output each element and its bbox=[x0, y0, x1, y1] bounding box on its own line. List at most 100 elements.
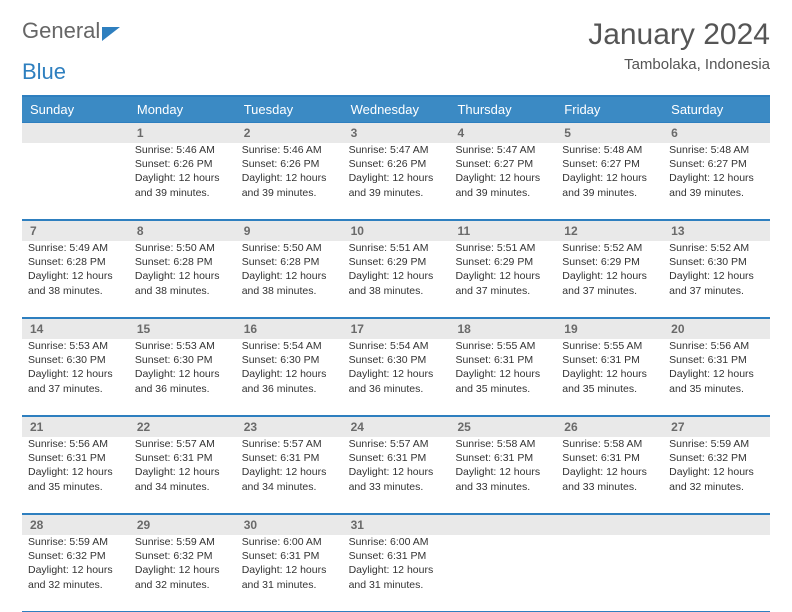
day-cell: Sunrise: 5:55 AMSunset: 6:31 PMDaylight:… bbox=[556, 339, 663, 415]
day-detail-line: Daylight: 12 hours bbox=[349, 269, 444, 283]
day-detail-line: Sunrise: 5:49 AM bbox=[28, 241, 123, 255]
day-detail-line: Daylight: 12 hours bbox=[135, 465, 230, 479]
day-detail-line: Sunset: 6:30 PM bbox=[669, 255, 764, 269]
day-detail-line: Sunset: 6:29 PM bbox=[562, 255, 657, 269]
day-detail-line: Sunset: 6:28 PM bbox=[28, 255, 123, 269]
day-detail-line: Sunset: 6:31 PM bbox=[242, 451, 337, 465]
day-cell: Sunrise: 5:58 AMSunset: 6:31 PMDaylight:… bbox=[449, 437, 556, 513]
day-number: 12 bbox=[556, 221, 663, 241]
day-detail-line: and 38 minutes. bbox=[349, 284, 444, 298]
day-detail-line: Daylight: 12 hours bbox=[455, 171, 550, 185]
day-detail-line: and 35 minutes. bbox=[562, 382, 657, 396]
day-detail-line: Sunset: 6:31 PM bbox=[455, 451, 550, 465]
logo-text-a: General bbox=[22, 18, 100, 44]
day-detail-line: Sunset: 6:27 PM bbox=[455, 157, 550, 171]
day-cell: Sunrise: 5:52 AMSunset: 6:30 PMDaylight:… bbox=[663, 241, 770, 317]
weekday-header: Tuesday bbox=[236, 97, 343, 122]
day-cell bbox=[22, 143, 129, 219]
day-detail-line: Sunrise: 5:59 AM bbox=[135, 535, 230, 549]
day-detail-line: Sunrise: 5:55 AM bbox=[562, 339, 657, 353]
day-number: 17 bbox=[343, 319, 450, 339]
day-detail-line: and 37 minutes. bbox=[28, 382, 123, 396]
day-detail-line: Sunset: 6:31 PM bbox=[28, 451, 123, 465]
day-number: 9 bbox=[236, 221, 343, 241]
day-number: 26 bbox=[556, 417, 663, 437]
day-detail-line: and 39 minutes. bbox=[349, 186, 444, 200]
day-detail-line: Sunrise: 5:53 AM bbox=[135, 339, 230, 353]
weekday-header: Saturday bbox=[663, 97, 770, 122]
day-detail-line: and 33 minutes. bbox=[562, 480, 657, 494]
day-detail-line: and 38 minutes. bbox=[28, 284, 123, 298]
day-cell: Sunrise: 5:49 AMSunset: 6:28 PMDaylight:… bbox=[22, 241, 129, 317]
day-cell: Sunrise: 5:52 AMSunset: 6:29 PMDaylight:… bbox=[556, 241, 663, 317]
day-detail-line: Daylight: 12 hours bbox=[135, 563, 230, 577]
day-number: 23 bbox=[236, 417, 343, 437]
day-detail-line: and 35 minutes. bbox=[455, 382, 550, 396]
day-detail-line: Sunrise: 5:53 AM bbox=[28, 339, 123, 353]
day-number: 24 bbox=[343, 417, 450, 437]
day-number: 31 bbox=[343, 515, 450, 535]
day-detail-line: Daylight: 12 hours bbox=[562, 269, 657, 283]
day-detail-line: and 36 minutes. bbox=[242, 382, 337, 396]
day-detail-line: Daylight: 12 hours bbox=[455, 269, 550, 283]
day-cell: Sunrise: 5:54 AMSunset: 6:30 PMDaylight:… bbox=[343, 339, 450, 415]
day-detail-line: Sunset: 6:32 PM bbox=[669, 451, 764, 465]
day-detail-line: and 37 minutes. bbox=[562, 284, 657, 298]
day-cell: Sunrise: 5:57 AMSunset: 6:31 PMDaylight:… bbox=[343, 437, 450, 513]
day-number: 14 bbox=[22, 319, 129, 339]
day-detail-line: Daylight: 12 hours bbox=[349, 465, 444, 479]
day-cell: Sunrise: 5:51 AMSunset: 6:29 PMDaylight:… bbox=[449, 241, 556, 317]
day-number: 16 bbox=[236, 319, 343, 339]
day-detail-line: Sunset: 6:27 PM bbox=[669, 157, 764, 171]
day-detail-line: and 38 minutes. bbox=[242, 284, 337, 298]
day-number bbox=[663, 515, 770, 535]
day-cell: Sunrise: 5:55 AMSunset: 6:31 PMDaylight:… bbox=[449, 339, 556, 415]
weekday-header: Friday bbox=[556, 97, 663, 122]
day-detail-line: and 34 minutes. bbox=[242, 480, 337, 494]
day-cell: Sunrise: 5:59 AMSunset: 6:32 PMDaylight:… bbox=[663, 437, 770, 513]
day-detail-line: Sunset: 6:29 PM bbox=[455, 255, 550, 269]
location-label: Tambolaka, Indonesia bbox=[588, 56, 770, 73]
day-detail-line: Daylight: 12 hours bbox=[669, 465, 764, 479]
day-detail-line: Sunrise: 5:57 AM bbox=[135, 437, 230, 451]
day-number: 11 bbox=[449, 221, 556, 241]
week-row: 78910111213Sunrise: 5:49 AMSunset: 6:28 … bbox=[22, 220, 770, 318]
day-detail-line: Sunrise: 5:55 AM bbox=[455, 339, 550, 353]
day-detail-line: Sunset: 6:31 PM bbox=[562, 353, 657, 367]
day-detail-line: Sunset: 6:28 PM bbox=[242, 255, 337, 269]
weekday-header: Wednesday bbox=[343, 97, 450, 122]
day-detail-line: and 39 minutes. bbox=[242, 186, 337, 200]
day-detail-line: Daylight: 12 hours bbox=[135, 171, 230, 185]
day-detail-line: Sunrise: 5:48 AM bbox=[562, 143, 657, 157]
day-number: 5 bbox=[556, 123, 663, 143]
day-number: 22 bbox=[129, 417, 236, 437]
day-detail-line: and 33 minutes. bbox=[349, 480, 444, 494]
day-number: 1 bbox=[129, 123, 236, 143]
day-detail-line: Sunrise: 5:57 AM bbox=[242, 437, 337, 451]
day-cell: Sunrise: 5:51 AMSunset: 6:29 PMDaylight:… bbox=[343, 241, 450, 317]
day-detail-line: Daylight: 12 hours bbox=[28, 465, 123, 479]
day-detail-line: and 39 minutes. bbox=[562, 186, 657, 200]
day-detail-line: Sunrise: 5:47 AM bbox=[349, 143, 444, 157]
day-detail-line: Daylight: 12 hours bbox=[349, 171, 444, 185]
day-cell: Sunrise: 5:46 AMSunset: 6:26 PMDaylight:… bbox=[236, 143, 343, 219]
day-detail-line: Sunrise: 5:59 AM bbox=[669, 437, 764, 451]
day-detail-line: Sunset: 6:26 PM bbox=[349, 157, 444, 171]
day-detail-line: Sunrise: 5:54 AM bbox=[242, 339, 337, 353]
day-detail-line: Daylight: 12 hours bbox=[242, 269, 337, 283]
day-cell bbox=[663, 535, 770, 611]
day-cell: Sunrise: 5:48 AMSunset: 6:27 PMDaylight:… bbox=[663, 143, 770, 219]
day-detail-line: Daylight: 12 hours bbox=[28, 367, 123, 381]
logo: General bbox=[22, 18, 120, 44]
day-detail-line: and 34 minutes. bbox=[135, 480, 230, 494]
day-number: 21 bbox=[22, 417, 129, 437]
day-detail-line: Sunset: 6:31 PM bbox=[242, 549, 337, 563]
day-number: 19 bbox=[556, 319, 663, 339]
day-detail-line: Sunrise: 5:58 AM bbox=[562, 437, 657, 451]
day-detail-line: Sunrise: 5:50 AM bbox=[242, 241, 337, 255]
weekday-header: Monday bbox=[129, 97, 236, 122]
day-detail-line: Sunrise: 5:52 AM bbox=[562, 241, 657, 255]
day-cell: Sunrise: 5:53 AMSunset: 6:30 PMDaylight:… bbox=[22, 339, 129, 415]
day-detail-line: and 32 minutes. bbox=[28, 578, 123, 592]
day-number: 7 bbox=[22, 221, 129, 241]
